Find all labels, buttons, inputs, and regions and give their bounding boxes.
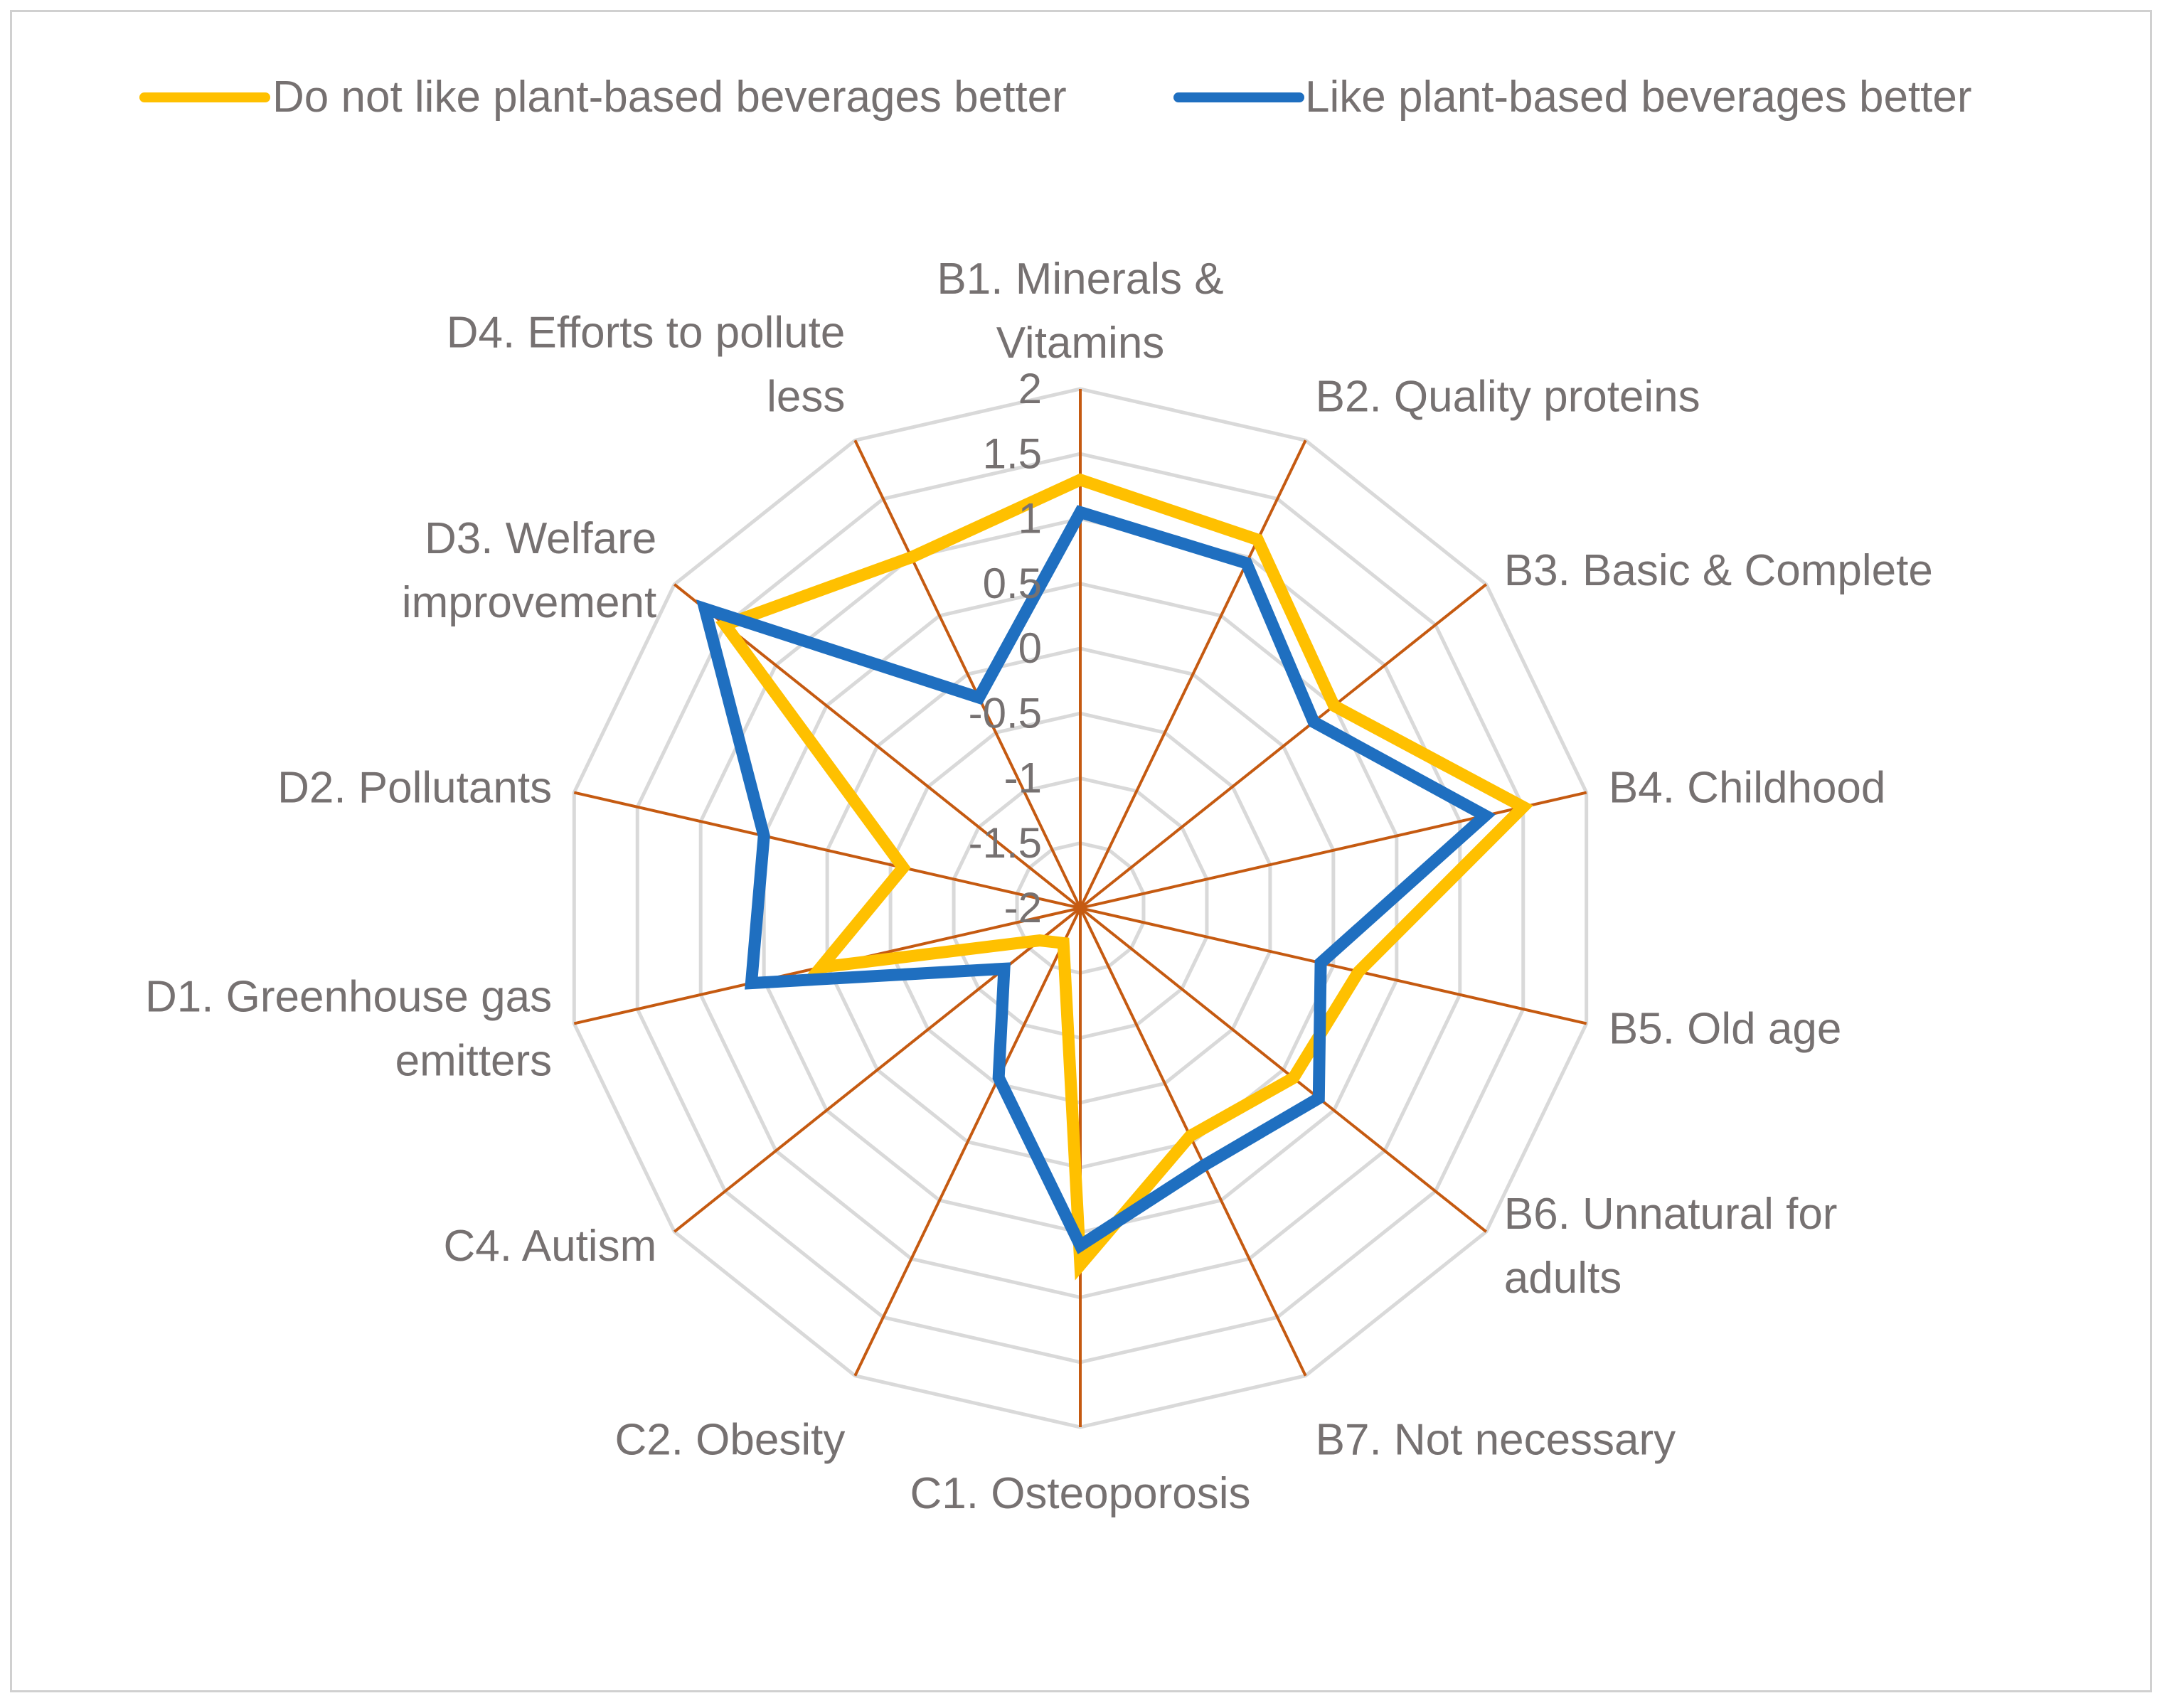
category-label: B1. Minerals & Vitamins [937,255,1223,368]
category-label: B3. Basic & Complete [1504,546,1933,595]
category-label: B2. Quality proteins [1316,372,1700,421]
radar-spoke [573,791,1081,909]
radar-spoke [673,907,1082,1233]
chart-frame: Do not like plant-based beverages better… [10,10,2152,1692]
tick-label: 1.5 [983,429,1042,477]
radar-spoke [1080,907,1587,1025]
category-labels: B1. Minerals & Vitamins B2. Quality protei… [145,255,1933,1518]
tick-label: 0 [1018,624,1042,672]
category-label: B4. Childhood [1609,763,1886,812]
tick-label: -2 [1004,884,1042,932]
radial-tick-labels: 2 1.5 1 0.5 0 -0.5 -1 -1.5 -2 [969,365,1042,932]
category-label: D3. Welfare improvement [402,514,656,627]
category-label: D2. Pollutants [277,763,552,812]
radar-spoke [1080,791,1587,909]
category-label: C1. Osteoporosis [910,1469,1251,1518]
legend: Do not like plant-based beverages better… [139,73,1972,122]
tick-label: -1.5 [969,819,1042,867]
radar-spoke [853,907,1082,1377]
radar-series [696,473,1533,1281]
tick-label: -0.5 [969,689,1042,737]
radar-spoke [853,439,1082,909]
legend-label-do-not-like: Do not like plant-based beverages better [272,73,1067,122]
tick-label: 0.5 [983,560,1042,607]
tick-label: -1 [1004,754,1042,802]
category-label: B7. Not necessary [1316,1416,1676,1465]
category-label: B5. Old age [1609,1005,1841,1054]
category-label: C2. Obesity [614,1416,845,1465]
category-label: C4. Autism [443,1222,656,1271]
category-label: D1. Greenhouse gas emitters [145,973,552,1086]
tick-label: 1 [1018,495,1042,543]
legend-label-like: Like plant-based beverages better [1305,73,1972,122]
radar-spoke [1079,907,1487,1233]
radar-spoke [1079,439,1307,909]
category-label: D4. Efforts to pollute less [447,308,846,421]
tick-label: 2 [1018,365,1042,412]
radar-chart: Do not like plant-based beverages better… [139,73,1972,1518]
radar-spoke [1079,583,1487,909]
category-label: B6. Unnatural for adults [1504,1190,1838,1303]
